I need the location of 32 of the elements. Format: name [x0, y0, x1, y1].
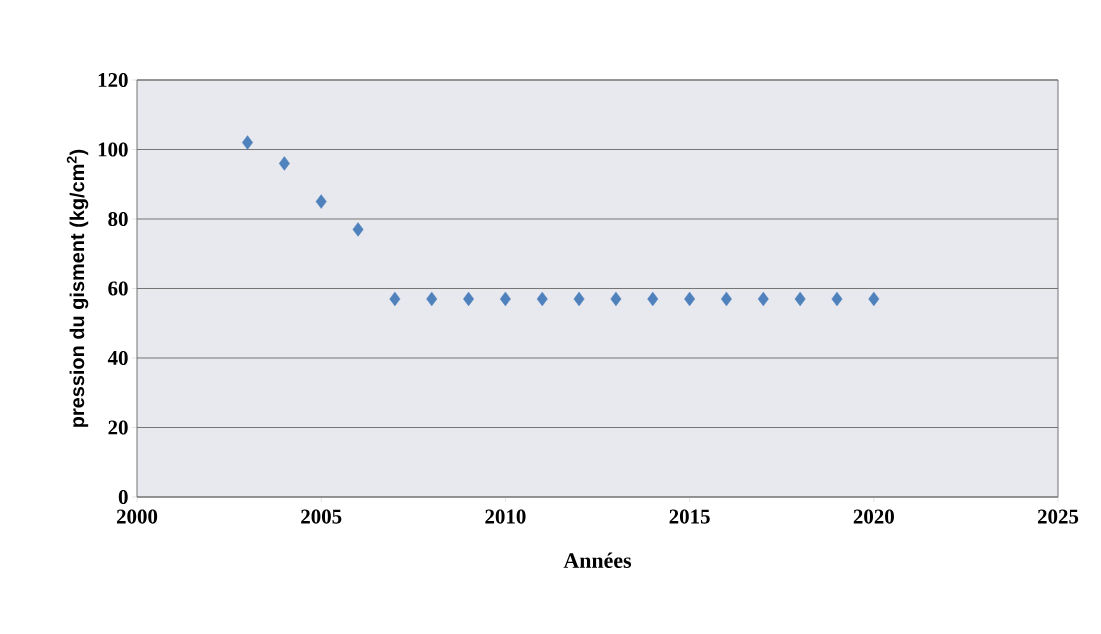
y-axis-title: pression du gisment (kg/cm$^{2}$): [66, 149, 89, 427]
y-tick-label: 80: [108, 211, 128, 227]
point: [868, 291, 880, 307]
x-axis-title: Années: [563, 552, 632, 568]
point: [647, 291, 659, 307]
point: [831, 291, 843, 307]
point: [684, 291, 696, 307]
point: [536, 291, 548, 307]
point: [352, 222, 364, 237]
point: [757, 291, 769, 307]
x-tick-label: 2020: [853, 509, 894, 524]
y-tick-label: 60: [108, 281, 128, 296]
point: [463, 291, 475, 307]
point: [278, 156, 290, 171]
point: [610, 291, 622, 307]
y-tick-label: 0: [118, 489, 128, 505]
point: [389, 291, 401, 307]
x-tick-label: 2015: [669, 509, 710, 524]
point: [499, 291, 511, 307]
y-tick-label: 20: [108, 420, 128, 435]
x-tick-label: 2025: [1037, 509, 1079, 524]
point: [573, 291, 585, 307]
point: [315, 194, 327, 209]
y-tick-label: 100: [98, 142, 128, 157]
point: [794, 291, 806, 307]
y-tick-label: 40: [107, 350, 128, 366]
x-tick-label: 2000: [116, 509, 158, 524]
point: [426, 291, 438, 307]
x-tick-label: 2005: [301, 509, 342, 524]
x-tick-label: 2010: [485, 509, 526, 524]
point: [242, 135, 253, 150]
y-tick-label: 120: [98, 72, 128, 88]
